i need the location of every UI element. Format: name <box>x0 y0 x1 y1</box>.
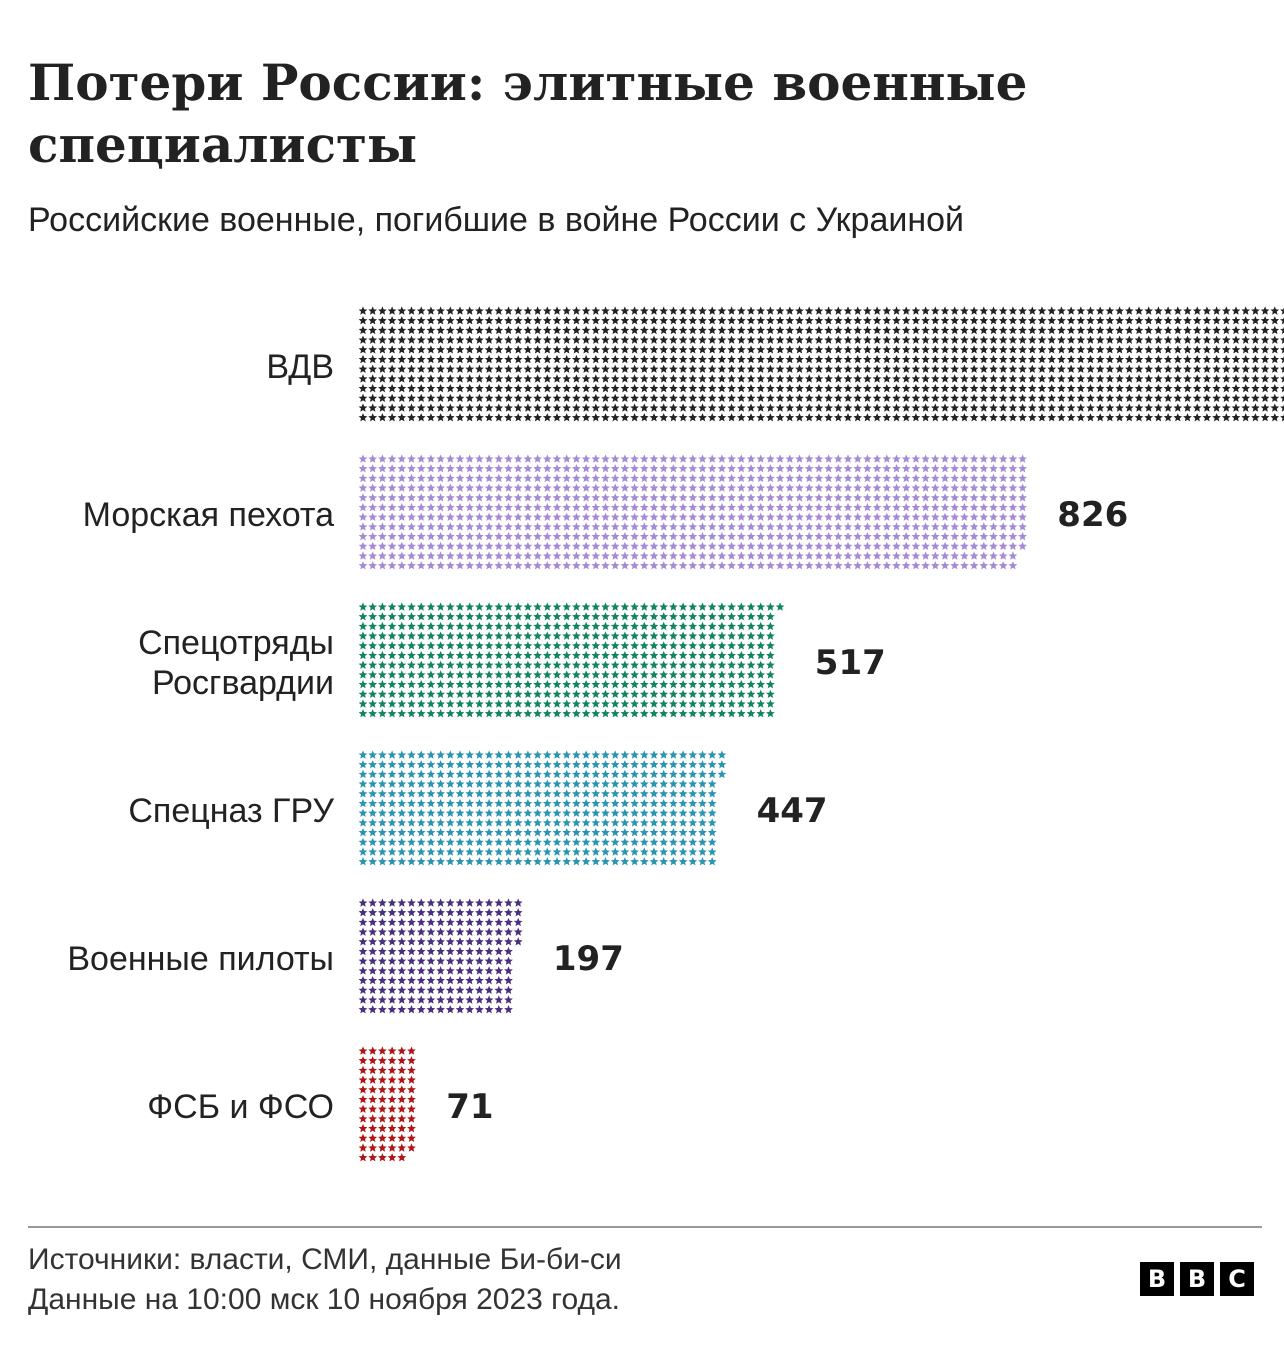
footer-divider <box>28 1226 1262 1228</box>
bar-stars <box>358 1046 416 1162</box>
category-label-line: Спецназ ГРУ <box>128 792 334 830</box>
category-label-line: Росгвардии <box>152 664 334 702</box>
data-date-text: Данные на 10:00 мск 10 ноября 2023 года. <box>28 1283 621 1316</box>
bar-2 <box>358 602 785 718</box>
bar-stars <box>358 454 1027 570</box>
bar-1 <box>358 454 1027 570</box>
category-label-line: Морская пехота <box>83 496 334 534</box>
bbc-logo-block: C <box>1220 1262 1254 1296</box>
category-label-line: Спецотряды <box>138 624 334 662</box>
bar-3 <box>358 750 727 866</box>
category-label: Спецотряды Росгвардии <box>138 624 334 702</box>
bar-stars <box>358 750 727 866</box>
bbc-logo: B B C <box>1140 1262 1254 1296</box>
category-label: Морская пехота <box>83 496 334 534</box>
bbc-logo-block: B <box>1140 1262 1174 1296</box>
category-label-line: Военные пилоты <box>67 940 334 978</box>
bar-4 <box>358 898 523 1014</box>
bar-0 <box>358 306 1284 422</box>
category-label: Военные пилоты <box>67 940 334 978</box>
chart-subtitle: Российские военные, погибшие в войне Рос… <box>28 201 965 239</box>
bar-stars <box>358 898 523 1014</box>
value-label: 197 <box>553 939 624 979</box>
category-label-line: ВДВ <box>266 348 334 386</box>
source-text: Источники: власти, СМИ, данные Би-би-си <box>28 1243 622 1276</box>
value-label: 71 <box>446 1087 493 1127</box>
category-label: Спецназ ГРУ <box>128 792 334 830</box>
bar-stars <box>358 602 785 718</box>
value-label: 517 <box>815 643 886 683</box>
chart-title: Потери России: элитные военные специалис… <box>28 53 1028 174</box>
category-label: ВДВ <box>266 348 334 386</box>
value-label: 826 <box>1057 495 1128 535</box>
bbc-logo-block: B <box>1180 1262 1214 1296</box>
bar-5 <box>358 1046 416 1162</box>
source-note: Источники: власти, СМИ, данные Би-би-си … <box>28 1240 622 1320</box>
category-label-line: ФСБ и ФСО <box>147 1088 334 1126</box>
value-label: 447 <box>757 791 828 831</box>
category-label: ФСБ и ФСО <box>147 1088 334 1126</box>
bar-stars <box>358 306 1284 422</box>
waffle-bar-chart: ВДВ2189Морская пехота826СпецотрядыРосгва… <box>67 306 1284 1162</box>
